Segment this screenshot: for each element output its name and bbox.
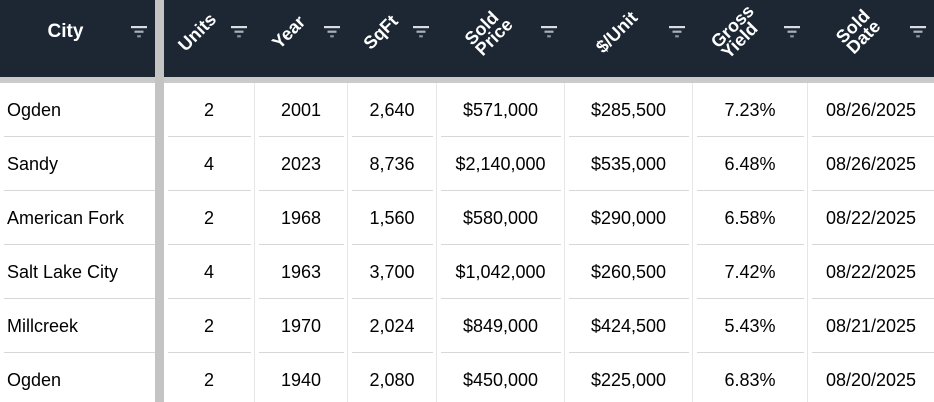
header-divider-band bbox=[0, 77, 934, 83]
column-header-year-label: Year bbox=[268, 11, 310, 53]
filter-icon[interactable] bbox=[324, 26, 340, 38]
cell-sold-date[interactable]: 08/21/2025 bbox=[808, 299, 934, 353]
cell-gross-yield[interactable]: 7.42% bbox=[693, 245, 808, 299]
table-row: Sandy 4 2023 8,736 $2,140,000 $535,000 6… bbox=[0, 137, 934, 191]
column-header-label-area: Sold Date bbox=[808, 5, 910, 57]
cell-city[interactable]: Ogden bbox=[0, 353, 155, 402]
cell-gross-yield[interactable]: 6.58% bbox=[693, 191, 808, 245]
column-header-label-area: Units bbox=[164, 9, 231, 55]
cell-year[interactable]: 1940 bbox=[255, 353, 348, 402]
table-row: Ogden 2 1940 2,080 $450,000 $225,000 6.8… bbox=[0, 353, 934, 402]
cell-sqft[interactable]: 2,080 bbox=[348, 353, 437, 402]
column-header-sqft[interactable]: SqFt bbox=[348, 0, 437, 77]
cell-gross-yield[interactable]: 7.23% bbox=[693, 83, 808, 137]
column-header-units[interactable]: Units bbox=[164, 0, 255, 77]
column-header-label-area: City bbox=[0, 22, 131, 42]
cell-sold-price[interactable]: $571,000 bbox=[437, 83, 565, 137]
table-header: City Units Year SqFt Sold Price bbox=[0, 0, 934, 77]
column-header-sold-date[interactable]: Sold Date bbox=[808, 0, 934, 77]
cell-price-per-unit[interactable]: $285,500 bbox=[565, 83, 693, 137]
filter-icon[interactable] bbox=[784, 26, 800, 38]
cell-units[interactable]: 4 bbox=[164, 137, 255, 191]
table-row: Ogden 2 2001 2,640 $571,000 $285,500 7.2… bbox=[0, 83, 934, 137]
column-header-city-label: City bbox=[47, 21, 84, 42]
cell-city[interactable]: American Fork bbox=[0, 191, 155, 245]
cell-sqft[interactable]: 1,560 bbox=[348, 191, 437, 245]
cell-sold-date[interactable]: 08/22/2025 bbox=[808, 245, 934, 299]
filter-icon[interactable] bbox=[541, 26, 557, 38]
cell-units[interactable]: 2 bbox=[164, 191, 255, 245]
cell-price-per-unit[interactable]: $260,500 bbox=[565, 245, 693, 299]
filter-icon[interactable] bbox=[910, 26, 926, 38]
column-header-units-label: Units bbox=[174, 8, 221, 55]
frozen-column-divider[interactable] bbox=[155, 0, 164, 402]
cell-price-per-unit[interactable]: $424,500 bbox=[565, 299, 693, 353]
cell-units[interactable]: 2 bbox=[164, 353, 255, 402]
cell-city[interactable]: Ogden bbox=[0, 83, 155, 137]
column-header-label-area: Sold Price bbox=[437, 7, 541, 59]
cell-sold-date[interactable]: 08/26/2025 bbox=[808, 83, 934, 137]
cell-sold-price[interactable]: $2,140,000 bbox=[437, 137, 565, 191]
cell-gross-yield[interactable]: 6.83% bbox=[693, 353, 808, 402]
cell-sold-date[interactable]: 08/22/2025 bbox=[808, 191, 934, 245]
cell-city[interactable]: Sandy bbox=[0, 137, 155, 191]
table-row: American Fork 2 1968 1,560 $580,000 $290… bbox=[0, 191, 934, 245]
filter-icon[interactable] bbox=[669, 26, 685, 38]
cell-city[interactable]: Millcreek bbox=[0, 299, 155, 353]
filter-icon[interactable] bbox=[413, 26, 429, 38]
column-header-label-area: $/Unit bbox=[565, 7, 669, 57]
column-header-gross-yield-label: Gross Yield bbox=[707, 0, 763, 63]
cell-year[interactable]: 1963 bbox=[255, 245, 348, 299]
cell-sqft[interactable]: 3,700 bbox=[348, 245, 437, 299]
cell-units[interactable]: 4 bbox=[164, 245, 255, 299]
cell-city[interactable]: Salt Lake City bbox=[0, 245, 155, 299]
column-header-label-area: SqFt bbox=[348, 10, 413, 52]
cell-sold-price[interactable]: $450,000 bbox=[437, 353, 565, 402]
table-row: Millcreek 2 1970 2,024 $849,000 $424,500… bbox=[0, 299, 934, 353]
cell-sold-date[interactable]: 08/20/2025 bbox=[808, 353, 934, 402]
column-header-sold-date-label: Sold Date bbox=[832, 5, 885, 58]
cell-sold-price[interactable]: $580,000 bbox=[437, 191, 565, 245]
cell-sold-price[interactable]: $849,000 bbox=[437, 299, 565, 353]
column-header-price-per-unit[interactable]: $/Unit bbox=[565, 0, 693, 77]
cell-sold-price[interactable]: $1,042,000 bbox=[437, 245, 565, 299]
cell-sqft[interactable]: 2,640 bbox=[348, 83, 437, 137]
column-header-year[interactable]: Year bbox=[255, 0, 348, 77]
cell-price-per-unit[interactable]: $535,000 bbox=[565, 137, 693, 191]
column-header-city[interactable]: City bbox=[0, 0, 155, 77]
column-header-gross-yield[interactable]: Gross Yield bbox=[693, 0, 808, 77]
cell-gross-yield[interactable]: 5.43% bbox=[693, 299, 808, 353]
cell-sqft[interactable]: 8,736 bbox=[348, 137, 437, 191]
cell-units[interactable]: 2 bbox=[164, 299, 255, 353]
cell-sqft[interactable]: 2,024 bbox=[348, 299, 437, 353]
column-header-label-area: Year bbox=[255, 11, 324, 52]
column-header-sqft-label: SqFt bbox=[358, 10, 402, 53]
cell-price-per-unit[interactable]: $225,000 bbox=[565, 353, 693, 402]
filter-icon[interactable] bbox=[131, 26, 147, 38]
cell-year[interactable]: 1970 bbox=[255, 299, 348, 353]
cell-year[interactable]: 1968 bbox=[255, 191, 348, 245]
table-row: Salt Lake City 4 1963 3,700 $1,042,000 $… bbox=[0, 245, 934, 299]
cell-units[interactable]: 2 bbox=[164, 83, 255, 137]
column-header-sold-price[interactable]: Sold Price bbox=[437, 0, 565, 77]
column-header-sold-price-label: Sold Price bbox=[460, 7, 517, 60]
cell-price-per-unit[interactable]: $290,000 bbox=[565, 191, 693, 245]
cell-year[interactable]: 2023 bbox=[255, 137, 348, 191]
cell-gross-yield[interactable]: 6.48% bbox=[693, 137, 808, 191]
cell-sold-date[interactable]: 08/26/2025 bbox=[808, 137, 934, 191]
cell-year[interactable]: 2001 bbox=[255, 83, 348, 137]
filter-icon[interactable] bbox=[231, 26, 247, 38]
column-header-label-area: Gross Yield bbox=[693, 1, 784, 63]
column-header-price-per-unit-label: $/Unit bbox=[591, 6, 642, 57]
